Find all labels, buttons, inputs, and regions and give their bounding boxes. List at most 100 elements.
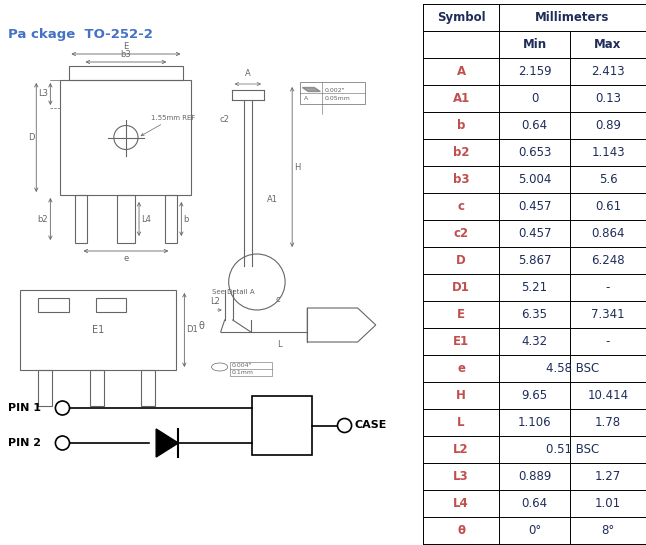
Text: 0.457: 0.457 <box>518 227 551 240</box>
Text: 6.248: 6.248 <box>591 254 625 267</box>
Text: c2: c2 <box>453 227 468 240</box>
Text: L2: L2 <box>453 443 469 456</box>
Text: 10.414: 10.414 <box>587 389 629 402</box>
Text: 0.64: 0.64 <box>521 497 548 510</box>
Text: D: D <box>28 133 34 142</box>
Text: H: H <box>294 162 300 172</box>
Bar <box>38 370 52 406</box>
Text: See Detail A: See Detail A <box>212 289 254 295</box>
Text: PIN 2: PIN 2 <box>8 438 41 448</box>
Text: L: L <box>457 416 465 429</box>
Text: c2: c2 <box>220 116 230 124</box>
Text: -: - <box>606 335 610 348</box>
Text: L: L <box>276 340 282 349</box>
Text: b2: b2 <box>37 215 48 223</box>
Text: θ: θ <box>457 524 465 537</box>
Text: CASE: CASE <box>355 421 387 431</box>
Text: Pa ckage  TO-252-2: Pa ckage TO-252-2 <box>8 28 153 41</box>
Text: 0.002": 0.002" <box>324 88 345 93</box>
Bar <box>117 195 135 243</box>
Text: 0: 0 <box>531 92 538 105</box>
Text: L3: L3 <box>453 470 469 483</box>
Text: 0.653: 0.653 <box>518 146 551 159</box>
Bar <box>68 66 183 80</box>
Text: e: e <box>457 362 465 375</box>
Bar <box>141 370 155 406</box>
Bar <box>300 82 365 104</box>
Bar <box>20 290 176 370</box>
Text: E: E <box>457 308 465 321</box>
Bar <box>74 195 87 243</box>
Text: 2.413: 2.413 <box>591 65 625 78</box>
Text: Millimeters: Millimeters <box>536 11 610 24</box>
Text: 0.004": 0.004" <box>232 363 253 368</box>
Polygon shape <box>302 88 320 92</box>
Text: 0°: 0° <box>528 524 541 537</box>
Text: 2.159: 2.159 <box>517 65 552 78</box>
Bar <box>252 396 312 455</box>
Text: D1: D1 <box>452 281 470 294</box>
Text: 5.867: 5.867 <box>518 254 551 267</box>
Text: b: b <box>183 215 189 223</box>
Text: 0.864: 0.864 <box>591 227 625 240</box>
Text: 1.27: 1.27 <box>595 470 621 483</box>
Text: 0.889: 0.889 <box>518 470 551 483</box>
Text: 1.55mm REF: 1.55mm REF <box>141 114 196 136</box>
Text: 1.143: 1.143 <box>591 146 625 159</box>
Text: θ: θ <box>198 321 205 331</box>
Text: 6.35: 6.35 <box>521 308 548 321</box>
Bar <box>61 80 191 195</box>
Text: 1.01: 1.01 <box>595 497 621 510</box>
Text: A: A <box>304 95 309 100</box>
Text: PIN 1: PIN 1 <box>8 403 41 413</box>
Text: c: c <box>457 200 464 213</box>
Text: 5.21: 5.21 <box>521 281 548 294</box>
Text: b2: b2 <box>453 146 470 159</box>
Text: c: c <box>275 295 280 305</box>
Text: L2: L2 <box>211 298 220 306</box>
Text: b3: b3 <box>121 50 131 59</box>
Bar <box>96 298 126 312</box>
Bar <box>38 298 68 312</box>
Bar <box>230 362 272 376</box>
Text: e: e <box>123 254 129 263</box>
Text: 0.05mm: 0.05mm <box>324 96 350 101</box>
Text: A1: A1 <box>452 92 470 105</box>
Bar <box>165 195 177 243</box>
Text: 5.004: 5.004 <box>518 173 551 186</box>
Text: -: - <box>606 281 610 294</box>
Text: 8°: 8° <box>601 524 614 537</box>
Text: 0.457: 0.457 <box>518 200 551 213</box>
Text: 0.51 BSC: 0.51 BSC <box>546 443 599 456</box>
Text: Min: Min <box>523 38 547 51</box>
Text: Max: Max <box>594 38 621 51</box>
Text: E: E <box>123 42 129 51</box>
Polygon shape <box>156 429 178 457</box>
Text: L3: L3 <box>38 89 48 99</box>
Text: A: A <box>245 69 251 78</box>
Text: L4: L4 <box>453 497 469 510</box>
Text: E1: E1 <box>92 325 105 335</box>
Text: 5.6: 5.6 <box>599 173 618 186</box>
Text: E1: E1 <box>453 335 469 348</box>
Bar <box>90 370 104 406</box>
Text: 7.341: 7.341 <box>591 308 625 321</box>
Text: 0.61: 0.61 <box>595 200 621 213</box>
Text: D1: D1 <box>187 325 198 335</box>
Text: b: b <box>457 119 465 132</box>
Text: Symbol: Symbol <box>437 11 485 24</box>
Text: 0.89: 0.89 <box>595 119 621 132</box>
Text: D: D <box>456 254 466 267</box>
Text: 1.78: 1.78 <box>595 416 621 429</box>
Text: H: H <box>456 389 466 402</box>
Text: b3: b3 <box>453 173 470 186</box>
Text: A1: A1 <box>267 196 278 204</box>
Text: 4.32: 4.32 <box>521 335 548 348</box>
Text: 4.58 BSC: 4.58 BSC <box>546 362 599 375</box>
Text: 1.106: 1.106 <box>517 416 552 429</box>
Text: L4: L4 <box>141 215 151 223</box>
Text: 0.1mm: 0.1mm <box>232 370 254 375</box>
Text: 0.13: 0.13 <box>595 92 621 105</box>
Text: 0.64: 0.64 <box>521 119 548 132</box>
Text: 9.65: 9.65 <box>521 389 548 402</box>
